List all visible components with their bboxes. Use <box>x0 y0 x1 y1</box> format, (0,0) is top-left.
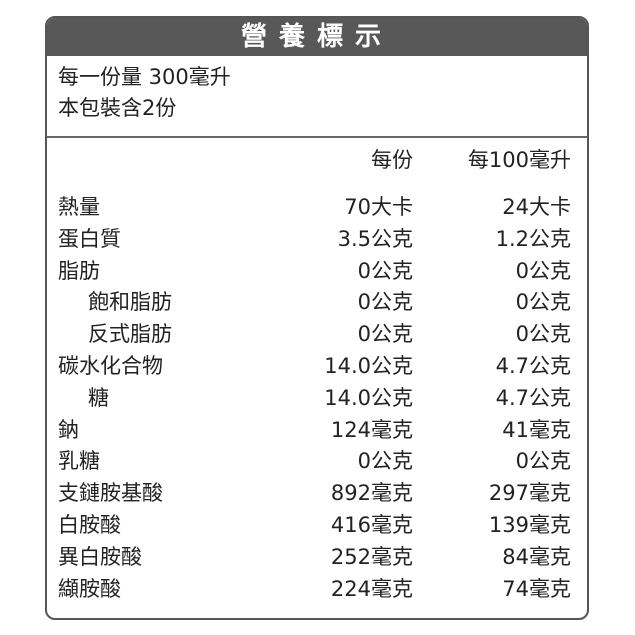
nutrient-row: 糖 14.0公克 4.7公克 <box>47 383 587 415</box>
nutrient-table: 熱量 70大卡 24大卡 蛋白質 3.5公克 1.2公克 脂肪 0公克 0公克 飽和脂肪 0公克 0公… <box>47 192 587 605</box>
column-headers: 每份 每100毫升 <box>47 144 587 176</box>
nutrition-label: 營養標示 每一份量 300毫升 本包裝含2份 每份 每100毫升 熱量 70大卡 2… <box>45 16 589 620</box>
nutrient-label: 飽和脂肪 <box>88 290 172 315</box>
nutrient-row: 碳水化合物 14.0公克 4.7公克 <box>47 351 587 383</box>
servings-per-pack: 本包裝含2份 <box>58 96 177 120</box>
nutrient-row: 白胺酸 416毫克 139毫克 <box>47 510 587 542</box>
per-serving-value: 252毫克 <box>330 544 413 569</box>
nutrient-label: 蛋白質 <box>58 226 121 251</box>
per-serving-value: 3.5公克 <box>337 226 413 251</box>
per-serving-value: 14.0公克 <box>324 385 413 410</box>
per-serving-value: 70大卡 <box>344 195 413 219</box>
per-100ml-value: 1.2公克 <box>495 226 571 251</box>
per-100ml-value: 297毫克 <box>488 481 571 506</box>
per-100ml-value: 4.7公克 <box>495 385 571 410</box>
nutrient-label: 反式脂肪 <box>88 322 172 347</box>
nutrient-row: 乳糖 0公克 0公克 <box>47 446 587 478</box>
nutrient-label: 白胺酸 <box>58 512 121 537</box>
column-per-100ml: 每100毫升 <box>467 148 571 172</box>
column-per-serving: 每份 <box>371 148 413 172</box>
nutrient-label: 支鏈胺基酸 <box>58 481 163 506</box>
per-100ml-value: 74毫克 <box>502 576 571 601</box>
per-100ml-value: 0公克 <box>515 290 571 315</box>
nutrient-label: 糖 <box>88 385 109 410</box>
per-serving-value: 0公克 <box>357 258 413 283</box>
nutrient-row: 鈉 124毫克 41毫克 <box>47 415 587 447</box>
nutrient-label: 乳糖 <box>58 449 100 474</box>
nutrient-label: 纈胺酸 <box>58 576 121 601</box>
serving-info: 每一份量 300毫升 本包裝含2份 <box>47 56 587 138</box>
nutrient-label: 熱量 <box>58 195 100 219</box>
per-serving-value: 124毫克 <box>330 417 413 442</box>
per-serving-value: 416毫克 <box>330 512 413 537</box>
label-title: 營養標示 <box>47 18 587 56</box>
nutrient-row: 蛋白質 3.5公克 1.2公克 <box>47 224 587 256</box>
nutrient-row: 反式脂肪 0公克 0公克 <box>47 319 587 351</box>
per-serving-value: 0公克 <box>357 322 413 347</box>
nutrient-row: 纈胺酸 224毫克 74毫克 <box>47 574 587 606</box>
per-serving-value: 0公克 <box>357 449 413 474</box>
nutrient-row: 脂肪 0公克 0公克 <box>47 256 587 288</box>
per-serving-value: 892毫克 <box>330 481 413 506</box>
per-100ml-value: 0公克 <box>515 322 571 347</box>
nutrient-row: 飽和脂肪 0公克 0公克 <box>47 287 587 319</box>
per-100ml-value: 0公克 <box>515 449 571 474</box>
nutrient-label: 異白胺酸 <box>58 544 142 569</box>
per-100ml-value: 41毫克 <box>502 417 571 442</box>
per-100ml-value: 139毫克 <box>488 512 571 537</box>
per-serving-value: 0公克 <box>357 290 413 315</box>
serving-size: 每一份量 300毫升 <box>58 65 231 89</box>
nutrient-label: 脂肪 <box>58 258 100 283</box>
nutrient-row: 異白胺酸 252毫克 84毫克 <box>47 542 587 574</box>
per-100ml-value: 24大卡 <box>502 195 571 219</box>
per-100ml-value: 0公克 <box>515 258 571 283</box>
nutrient-label: 碳水化合物 <box>58 353 163 378</box>
nutrient-row: 支鏈胺基酸 892毫克 297毫克 <box>47 478 587 510</box>
per-100ml-value: 84毫克 <box>502 544 571 569</box>
per-100ml-value: 4.7公克 <box>495 353 571 378</box>
per-serving-value: 224毫克 <box>330 576 413 601</box>
nutrient-label: 鈉 <box>58 417 79 442</box>
nutrient-row: 熱量 70大卡 24大卡 <box>47 192 587 224</box>
per-serving-value: 14.0公克 <box>324 353 413 378</box>
